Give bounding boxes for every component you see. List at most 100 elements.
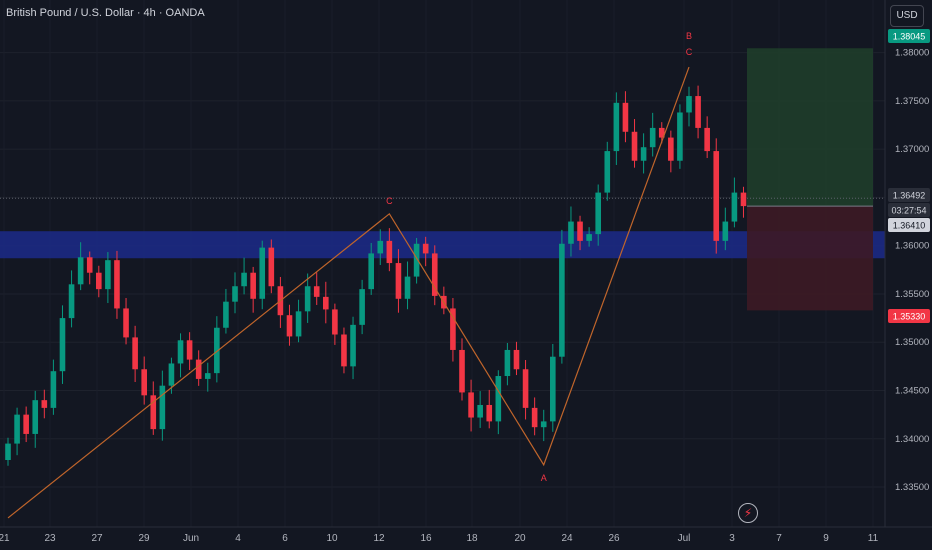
candle-body [404,276,411,299]
price-badge-label: 03:27:54 [891,206,926,216]
price-badge-label: 1.36410 [893,221,926,231]
candle-body [350,324,356,367]
price-badge[interactable] [888,309,930,323]
candle-body [304,286,311,312]
candle-body [332,309,338,335]
candle-body [668,137,674,161]
price-tick-label: 1.34000 [895,434,929,445]
candle-body [241,272,247,287]
candle-body [150,395,157,430]
candle-body [413,243,420,277]
price-badge-label: 1.36492 [893,191,926,201]
candle-body [341,334,347,367]
candle-body [295,311,302,337]
time-tick-label: Jul [678,533,691,544]
pattern-label: A [541,473,547,483]
price-tick-label: 1.38000 [895,48,929,59]
target-zone[interactable] [747,48,873,207]
time-tick-label: 27 [91,533,103,544]
candle-body [550,356,556,422]
candle-body [713,151,720,241]
candle-body [232,286,238,302]
lightning-icon[interactable]: ⚡ [738,503,758,523]
price-badge-label: 1.38045 [893,32,926,42]
candle-body [677,112,683,161]
time-tick-label: 6 [282,533,288,544]
time-tick-label: 4 [235,533,241,544]
candle-body [223,301,229,328]
candle-body [141,369,147,396]
candle-body [513,349,520,370]
price-tick-label: 1.33500 [895,482,929,493]
long-position-tool[interactable] [0,48,885,311]
time-tick-label: 10 [326,533,338,544]
candle-body [740,192,747,207]
candle-body [649,127,656,148]
candle-body [431,253,438,296]
pattern-line[interactable] [7,66,690,519]
time-tick-label: Jun [183,533,199,544]
candle-body [695,96,701,128]
time-axis[interactable]: 21 23 27 29 Jun 4 6 10 12 16 18 20 24 26 Jul 3 7 9 11 [0,526,932,550]
pattern-label: B [686,31,692,41]
time-tick-label: 29 [138,533,150,544]
candle-body [259,247,266,299]
pattern-label: C [686,47,693,57]
support-zone [0,231,885,259]
candle-body [323,296,329,310]
price-tick-label: 1.36000 [895,241,929,252]
price-tick-label: 1.35000 [895,337,929,348]
price-tick-label: 1.35500 [895,289,929,300]
candle-body [59,318,66,372]
price-tick-label: 1.34500 [895,386,929,397]
price-tick-label: 1.37500 [895,96,929,107]
candle-body [77,257,84,285]
time-tick-label: 23 [44,533,56,544]
candle-body [68,284,75,319]
time-tick-label: 21 [0,533,10,544]
candle-body [704,127,710,152]
candle-body [459,349,465,393]
candle-body [568,221,574,244]
candle-body [559,243,565,357]
stop-zone[interactable] [747,206,873,311]
price-badge[interactable] [888,203,930,217]
time-tick-label: 3 [729,533,735,544]
price-badge[interactable] [888,218,930,232]
candle-body [613,102,620,152]
time-axis-bg [0,527,932,550]
currency-button[interactable]: USD [890,5,924,27]
candle-body [595,192,601,235]
price-badge-label: 1.35330 [893,312,926,322]
chart-title: British Pound / U.S. Dollar · 4h · OANDA [6,7,205,19]
candle-body [422,243,429,254]
time-tick-label: 7 [776,533,782,544]
candle-body [359,289,365,325]
candle-body [622,102,629,132]
time-tick-label: 20 [514,533,526,544]
price-badge[interactable] [888,29,930,43]
candle-body [268,247,275,287]
price-axis[interactable]: 1.33500 1.34000 1.34500 1.35000 1.35500 1.360… [884,0,932,527]
time-tick-label: 12 [373,533,385,544]
candle-body [531,407,538,428]
candle-body [722,221,729,241]
candle-body [50,371,57,408]
candle-body [86,257,93,273]
candle-body [195,359,202,379]
candle-body [386,240,393,264]
candle-body [686,96,692,113]
candle-body [577,221,583,241]
candle-body [32,400,39,434]
candle-body [14,414,20,444]
candle-body [631,131,638,161]
candle-body [105,260,111,290]
candle-body [395,263,402,299]
price-tick-label: 1.37000 [895,144,929,155]
candle-body [250,272,256,299]
grid [0,52,885,488]
time-tick-label: 16 [420,533,432,544]
price-badge[interactable] [888,188,930,202]
